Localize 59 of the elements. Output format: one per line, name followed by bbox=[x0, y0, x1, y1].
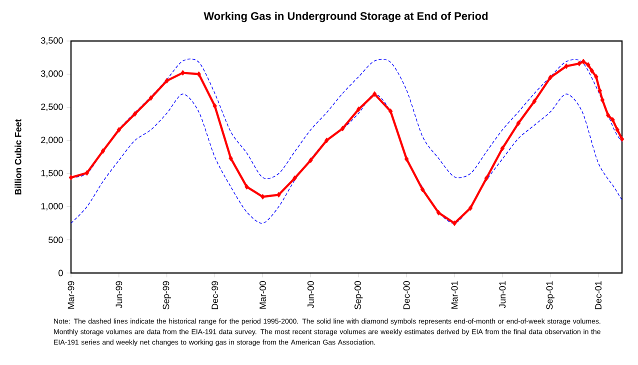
point bbox=[590, 68, 594, 74]
point bbox=[212, 103, 217, 109]
chart-title: Working Gas in Underground Storage at End of Period bbox=[204, 12, 488, 22]
x-tick-label: Mar-00 bbox=[260, 281, 266, 309]
x-tick-label: Jun-01 bbox=[499, 281, 506, 308]
point bbox=[468, 205, 473, 211]
point bbox=[606, 112, 610, 118]
point bbox=[324, 138, 329, 144]
point bbox=[308, 158, 313, 164]
point bbox=[516, 120, 521, 126]
point bbox=[196, 71, 201, 77]
x-tick-label: Mar-99 bbox=[68, 281, 74, 309]
x-tick-label: Jun-99 bbox=[116, 281, 122, 308]
point bbox=[564, 63, 568, 69]
point bbox=[577, 60, 582, 66]
point bbox=[228, 156, 233, 162]
point bbox=[532, 98, 537, 104]
y-tick-label: 500 bbox=[48, 236, 63, 244]
point bbox=[100, 148, 106, 154]
x-tick-label: Sep-99 bbox=[162, 281, 171, 310]
point bbox=[548, 74, 553, 80]
point bbox=[132, 111, 138, 117]
y-tick-label: 3,000 bbox=[41, 70, 63, 78]
point bbox=[436, 210, 441, 216]
y-tick-label: 1,000 bbox=[41, 202, 63, 210]
point bbox=[620, 136, 624, 142]
y-tick-label: 0 bbox=[58, 270, 63, 276]
point bbox=[164, 78, 170, 84]
point bbox=[600, 97, 605, 103]
x-tick-label: Dec-01 bbox=[595, 281, 602, 310]
y-tick-label: 2,500 bbox=[41, 104, 63, 111]
point bbox=[420, 186, 425, 192]
x-tick-label: Jun-00 bbox=[307, 281, 314, 308]
point bbox=[586, 62, 590, 68]
point bbox=[615, 127, 620, 133]
point bbox=[356, 106, 361, 112]
y-tick-label: 3,500 bbox=[41, 37, 63, 45]
y-tick-label: 1,500 bbox=[41, 170, 63, 178]
point bbox=[116, 127, 122, 133]
x-tick-label: Sep-01 bbox=[546, 281, 554, 310]
x-tick-label: Mar-01 bbox=[451, 281, 458, 309]
point bbox=[340, 126, 345, 132]
point bbox=[84, 170, 90, 176]
y-tick-label: 2,000 bbox=[41, 136, 63, 144]
x-tick-label: Dec-99 bbox=[212, 281, 218, 310]
y-axis-title: Billion Cubic Feet bbox=[14, 119, 22, 194]
point bbox=[148, 95, 154, 101]
point bbox=[404, 156, 409, 162]
point bbox=[484, 175, 489, 182]
point bbox=[68, 174, 74, 180]
point bbox=[610, 117, 615, 123]
point bbox=[581, 58, 586, 64]
x-tick-label: Sep-00 bbox=[354, 281, 363, 310]
point bbox=[500, 146, 505, 152]
point bbox=[452, 220, 457, 226]
point bbox=[372, 91, 377, 97]
x-tick-label: Dec-00 bbox=[403, 281, 410, 310]
point bbox=[388, 108, 393, 114]
point bbox=[244, 184, 249, 190]
